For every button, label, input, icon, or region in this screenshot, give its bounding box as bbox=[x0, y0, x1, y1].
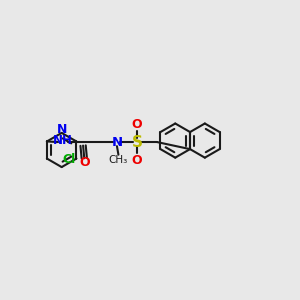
Text: S: S bbox=[131, 134, 142, 149]
Text: N: N bbox=[56, 123, 67, 136]
Text: CH₃: CH₃ bbox=[109, 155, 128, 165]
Text: O: O bbox=[132, 118, 142, 130]
Text: N: N bbox=[111, 136, 122, 148]
Text: Cl: Cl bbox=[62, 153, 76, 166]
Text: NH: NH bbox=[53, 134, 73, 147]
Text: O: O bbox=[79, 156, 90, 169]
Text: O: O bbox=[132, 154, 142, 166]
